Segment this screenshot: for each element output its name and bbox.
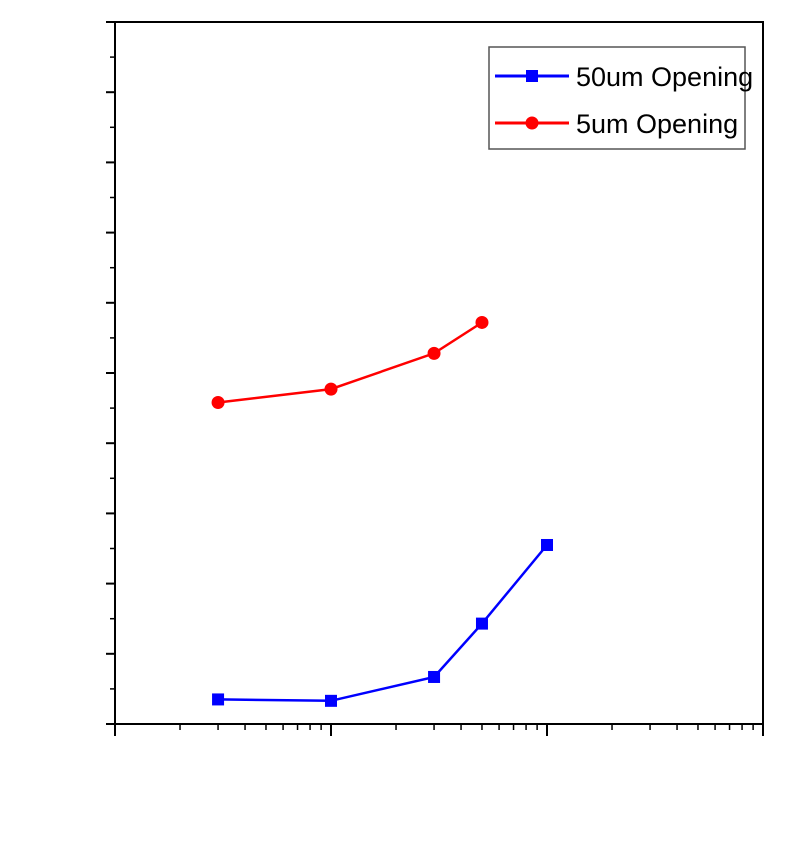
legend-box: [488, 46, 746, 150]
data-point: [324, 382, 338, 396]
data-point: [475, 617, 488, 630]
legend: 50um Opening 5um Opening: [488, 46, 753, 150]
x-axis-ticks: [114, 724, 764, 736]
series-line-0: [218, 544, 548, 703]
legend-marker-50um: [526, 70, 538, 82]
series-1: [211, 315, 489, 409]
data-point: [427, 346, 441, 360]
data-point: [541, 538, 553, 551]
data-point: [428, 670, 441, 683]
y-axis-ticks: [106, 21, 115, 725]
series-layer: [211, 315, 553, 707]
data-point: [475, 315, 489, 329]
series-0: [212, 538, 553, 707]
data-point: [212, 693, 225, 706]
series-line-1: [217, 321, 483, 404]
data-point: [211, 395, 225, 409]
legend-marker-5um: [525, 116, 539, 130]
legend-label-50um: 50um Opening: [576, 62, 753, 92]
data-point: [325, 694, 337, 707]
legend-label-5um: 5um Opening: [576, 109, 738, 139]
